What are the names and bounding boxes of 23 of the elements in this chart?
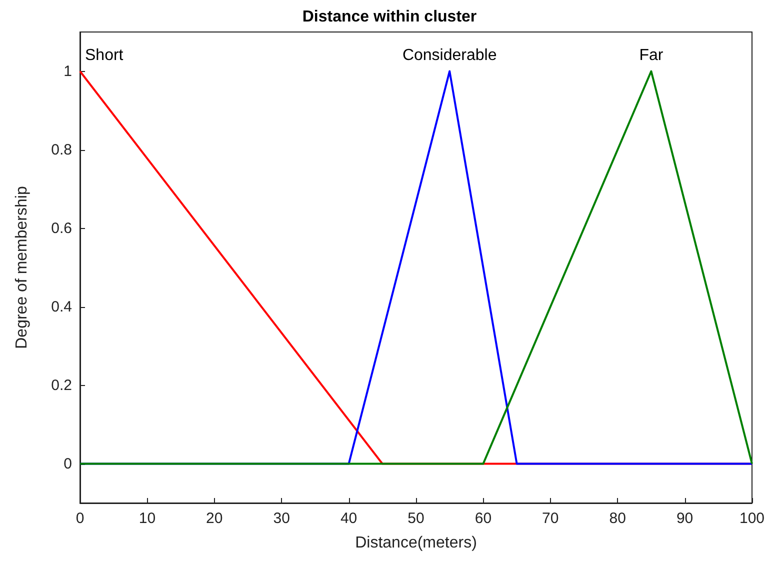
x-tick-label: 90: [676, 510, 694, 527]
x-tick-label: 50: [408, 510, 424, 527]
x-tick-label: 100: [739, 510, 765, 527]
y-axis-title: Degree of membership: [14, 186, 30, 349]
x-tick-label: 30: [273, 510, 290, 527]
x-tick-label: 20: [206, 510, 223, 527]
chart-title: Distance within cluster: [302, 8, 477, 26]
y-tick-label: 0: [64, 455, 72, 472]
y-tick-label: 0.8: [51, 141, 72, 158]
x-tick-label: 70: [542, 510, 559, 527]
y-tick-label: 1: [64, 62, 72, 80]
y-tick-label: 0.4: [51, 298, 72, 316]
x-tick-label: 80: [609, 510, 626, 527]
y-tick-label: 0.6: [51, 220, 72, 237]
x-tick-label: 40: [340, 510, 358, 527]
series-label: Far: [639, 46, 664, 64]
series-label: Short: [85, 46, 124, 64]
series-label: Considerable: [402, 46, 497, 64]
x-tick-label: 0: [76, 510, 84, 527]
x-tick-label: 60: [474, 510, 492, 527]
x-axis-title: Distance(meters): [355, 534, 477, 552]
x-tick-label: 10: [138, 510, 156, 527]
y-tick-label: 0.2: [51, 376, 72, 394]
